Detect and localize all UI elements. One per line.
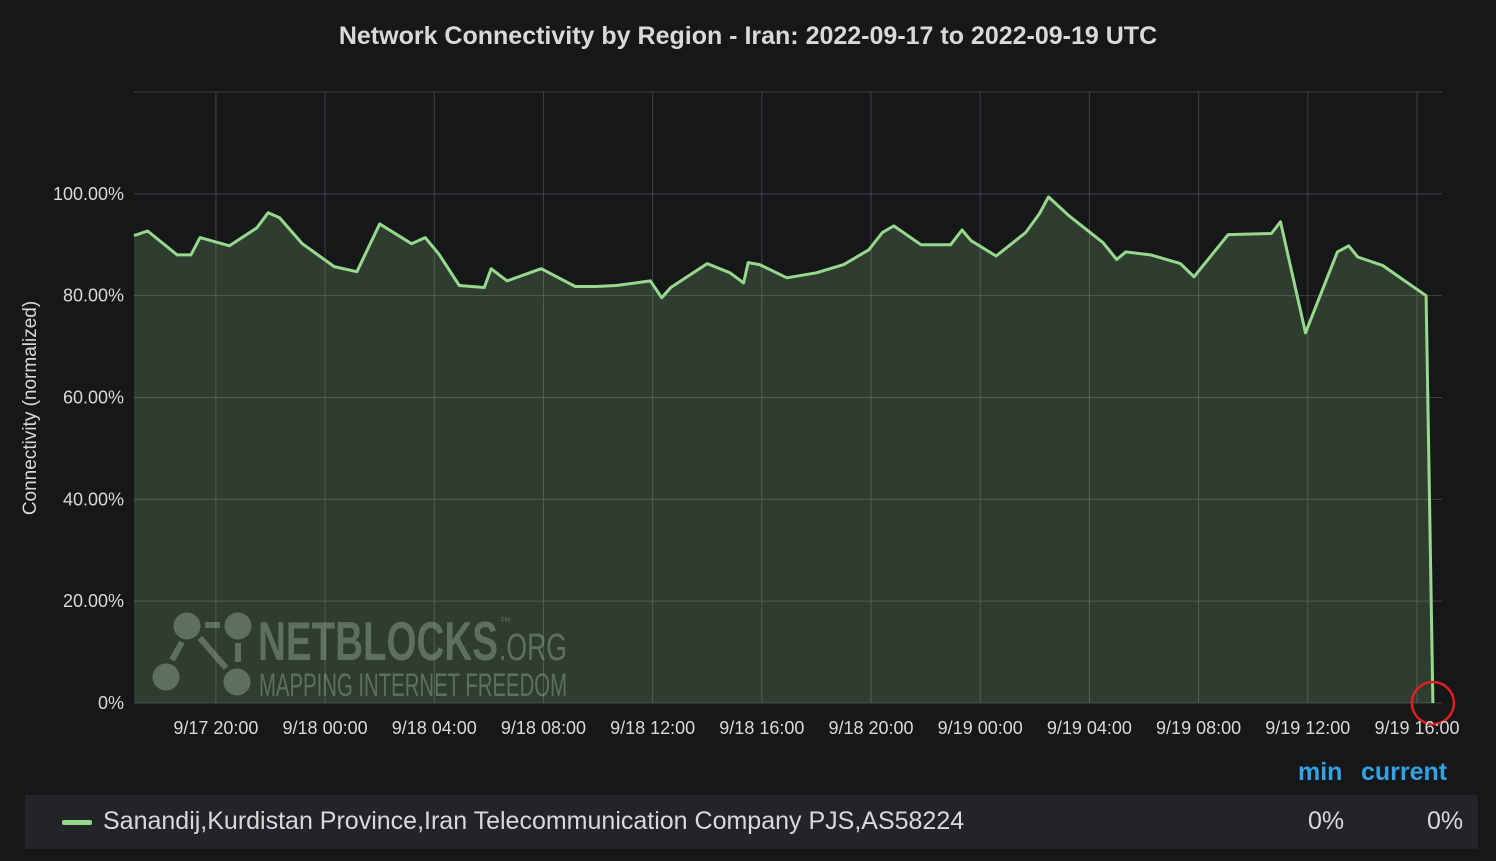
series-line	[133, 195, 1435, 704]
x-tick-label: 9/18 12:00	[610, 718, 695, 738]
watermark-tagline: MAPPING INTERNET FREEDOM	[259, 667, 567, 703]
x-tick-label: 9/19 04:00	[1047, 718, 1132, 738]
x-tick-label: 9/18 04:00	[392, 718, 477, 738]
legend-series-row[interactable]: Sanandij,Kurdistan Province,Iran Telecom…	[25, 795, 1478, 849]
legend-current-header[interactable]: current	[1361, 758, 1448, 786]
x-tick-label: 9/18 16:00	[719, 718, 804, 738]
logo-node-icon	[223, 668, 251, 696]
series-current-value: 0%	[1427, 807, 1464, 835]
series-color-swatch[interactable]	[62, 820, 92, 825]
x-tick-label: 9/19 08:00	[1156, 718, 1241, 738]
y-tick-label: 20.00%	[63, 591, 124, 611]
logo-node-icon	[224, 612, 252, 640]
legend-min-header[interactable]: min	[1298, 758, 1343, 786]
x-tick-label: 9/18 08:00	[501, 718, 586, 738]
x-tick-label: 9/19 16:00	[1374, 718, 1459, 738]
y-tick-label: 80.00%	[63, 286, 124, 306]
series-min-value: 0%	[1308, 807, 1345, 835]
netblocks-watermark: NETBLOCKS ™ .ORG MAPPING INTERNET FREEDO…	[152, 610, 567, 703]
watermark-tm: ™	[500, 616, 511, 628]
x-tick-label: 9/18 00:00	[283, 718, 368, 738]
series-name[interactable]: Sanandij,Kurdistan Province,Iran Telecom…	[103, 807, 965, 835]
y-axis-label: Connectivity (normalized)	[20, 301, 41, 515]
x-tick-label: 9/19 00:00	[938, 718, 1023, 738]
x-tick-label: 9/19 12:00	[1265, 718, 1350, 738]
y-tick-label: 100.00%	[53, 184, 124, 204]
x-tick-label: 9/17 20:00	[173, 718, 258, 738]
logo-node-icon	[173, 612, 201, 640]
y-tick-label: 0%	[98, 693, 124, 713]
x-tick-labels: 9/17 20:00 9/18 00:00 9/18 04:00 9/18 08:00…	[173, 718, 1459, 738]
logo-node-icon	[152, 663, 180, 691]
outage-highlight-circle	[1410, 680, 1456, 726]
y-tick-labels: 0% 20.00% 40.00% 60.00% 80.00% 100.00%	[53, 184, 124, 713]
watermark-suffix: .ORG	[499, 627, 567, 669]
x-tick-label: 9/18 20:00	[828, 718, 913, 738]
series-area	[134, 196, 1433, 703]
watermark-brand: NETBLOCKS	[258, 610, 498, 672]
chart-title: Network Connectivity by Region - Iran: 2…	[338, 22, 1158, 50]
grid	[134, 91, 1442, 704]
y-tick-label: 60.00%	[63, 388, 124, 408]
y-tick-label: 40.00%	[63, 489, 124, 509]
